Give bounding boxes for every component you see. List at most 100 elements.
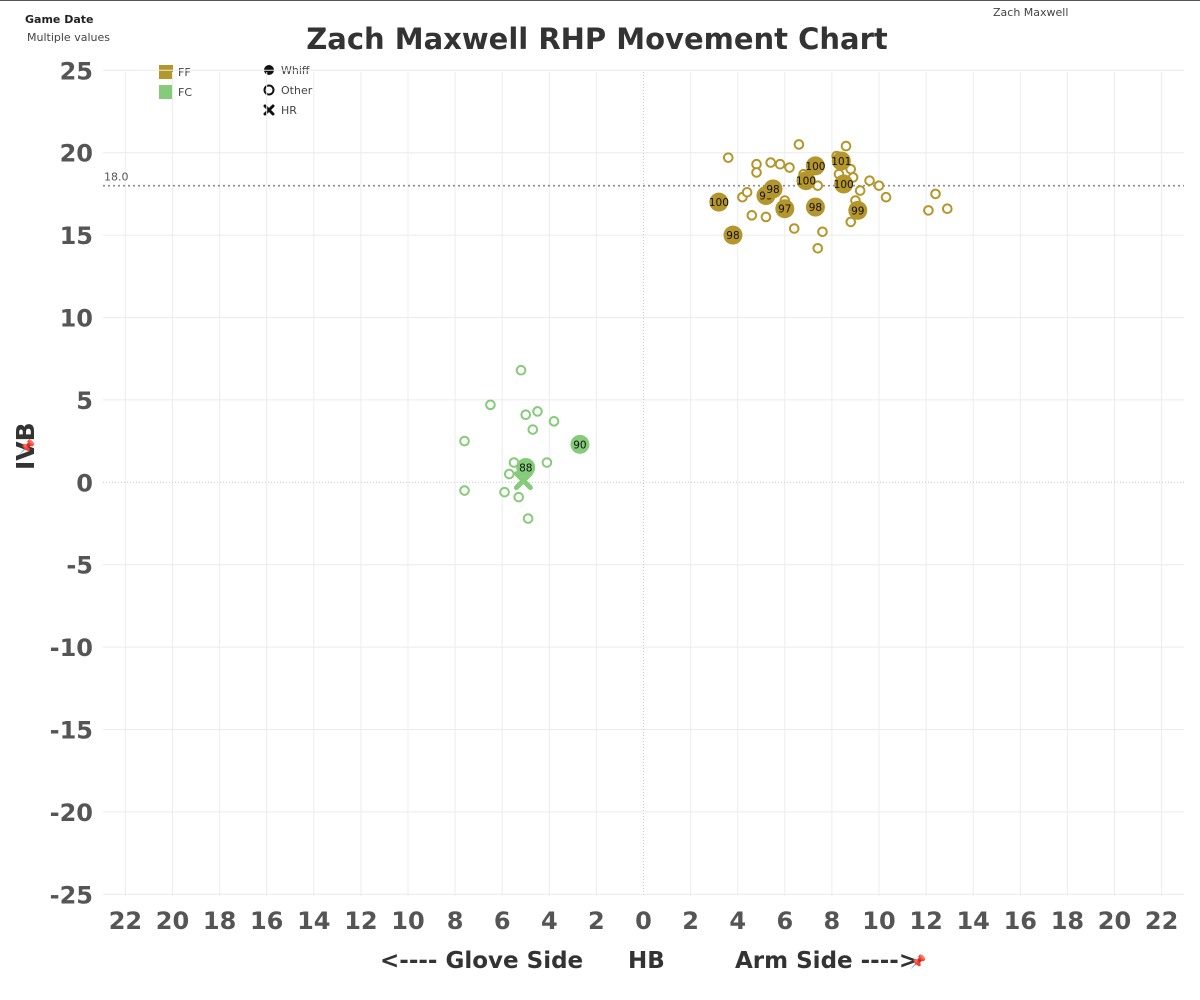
x-tick-label: 16 (250, 907, 283, 935)
y-tick-label: 20 (60, 140, 93, 168)
y-tick-label: -15 (50, 717, 93, 745)
y-tick-label: -20 (50, 799, 93, 827)
ff-other-point (722, 152, 734, 163)
ff-whiff-velo-label: 99 (851, 205, 864, 217)
ff-whiff-velo-label: 98 (766, 184, 779, 196)
ff-whiff-point (805, 156, 825, 176)
ff-whiff-point (775, 199, 795, 219)
ff-whiff-velo-label: 98 (809, 202, 822, 214)
x-tick-label: 10 (391, 907, 424, 935)
x-tick-label: 18 (1051, 907, 1084, 935)
game-date-filter-value[interactable]: Multiple values (27, 31, 110, 44)
x-tick-label: 14 (297, 907, 330, 935)
fc-other-point (541, 457, 553, 468)
ff-whiff-point (796, 171, 816, 191)
x-tick-label: 22 (109, 907, 142, 935)
ff-other-point (817, 226, 828, 238)
y-tick-label: -5 (66, 552, 93, 580)
fc-other-point (503, 468, 515, 480)
x-tick-label: 0 (635, 907, 652, 935)
x-axis-pin-icon[interactable]: 📌 (910, 955, 927, 970)
y-tick-label: 5 (76, 387, 93, 415)
ff-other-point (840, 140, 852, 152)
x-tick-label: 18 (203, 907, 236, 935)
ff-other-point (774, 158, 786, 170)
fc-other-point (527, 424, 539, 435)
fc-other-point (513, 491, 524, 503)
x-axis-title-arm-side: Arm Side ----> (735, 948, 919, 974)
ff-other-point (854, 185, 866, 196)
ff-other-point (784, 162, 795, 173)
pitcher-name: Zach Maxwell (993, 6, 1069, 19)
ff-whiff-velo-label: 100 (805, 161, 825, 173)
fc-other-point (499, 486, 510, 498)
ff-other-point (746, 210, 758, 221)
ff-whiff-point (834, 174, 854, 194)
x-tick-label: 2 (588, 907, 605, 935)
game-date-filter-label: Game Date (25, 13, 94, 26)
x-tick-label: 6 (494, 907, 511, 935)
ff-swatch[interactable] (159, 65, 173, 79)
ff-whiff-point (763, 179, 783, 199)
fc-whiff-point (516, 457, 536, 477)
ff-whiff-point (848, 200, 868, 220)
ff-other-point (760, 211, 772, 223)
ff-whiff-velo-label: 98 (726, 230, 739, 242)
ff-whiff-point (709, 192, 729, 212)
x-tick-label: 8 (447, 907, 464, 935)
ff-whiff-point (723, 225, 743, 245)
fc-other-point (520, 409, 532, 421)
fc-whiff-velo-label: 88 (519, 462, 532, 474)
x-tick-label: 12 (909, 907, 942, 935)
ff-other-point (751, 167, 762, 178)
fc-whiff-point (570, 434, 590, 454)
ff-whiff-velo-label: 100 (834, 179, 854, 191)
ff-whiff-velo-label: 97 (778, 204, 791, 216)
ff-other-point (812, 242, 824, 254)
legend-hr-label[interactable]: HR (281, 104, 297, 117)
ff-whiff-velo-label: 100 (709, 197, 729, 209)
fc-whiff-velo-label: 90 (573, 439, 586, 451)
x-tick-label: 4 (541, 907, 558, 935)
x-tick-label: 6 (776, 907, 793, 935)
fc-swatch[interactable] (159, 85, 173, 99)
legend-fc-label[interactable]: FC (178, 86, 193, 99)
ff-other-point (880, 191, 892, 203)
ff-whiff-velo-label: 101 (831, 156, 851, 168)
x-tick-label: 20 (156, 907, 189, 935)
ff-whiff-point (805, 197, 825, 217)
x-tick-label: 10 (862, 907, 895, 935)
legend-ff-label[interactable]: FF (178, 66, 191, 79)
x-axis-title-glove-side: <---- Glove Side (380, 948, 584, 974)
fc-other-point (515, 364, 527, 376)
y-axis-pin-icon[interactable]: 📌 (19, 440, 36, 455)
y-tick-label: 15 (60, 222, 93, 250)
ff-other-point (793, 139, 805, 150)
reference-line-label: 18.0 (104, 171, 129, 184)
y-tick-label: 10 (60, 305, 93, 333)
fc-other-point (548, 416, 560, 427)
x-tick-label: 2 (682, 907, 699, 935)
ff-other-point (788, 223, 800, 234)
fc-other-point (459, 485, 470, 496)
ff-whiff-velo-label: 100 (796, 176, 816, 188)
y-tick-label: 0 (76, 469, 93, 497)
fc-other-point (459, 435, 470, 447)
ff-other-point (741, 186, 753, 198)
open-circle-icon (263, 84, 275, 96)
top-border (0, 0, 1200, 1)
x-tick-label: 22 (1145, 907, 1178, 935)
fc-other-point (532, 406, 543, 417)
ff-whiff-point (831, 151, 851, 171)
x-tick-label: 12 (344, 907, 377, 935)
fc-other-point (522, 513, 534, 524)
x-tick-label: 16 (1004, 907, 1037, 935)
x-tick-label: 8 (824, 907, 841, 935)
ff-other-point (845, 216, 857, 228)
y-tick-label: -10 (50, 634, 93, 662)
fc-other-point (485, 399, 496, 411)
legend-other-label[interactable]: Other (281, 84, 313, 97)
ff-other-point (765, 157, 776, 168)
ff-other-point (864, 175, 875, 187)
